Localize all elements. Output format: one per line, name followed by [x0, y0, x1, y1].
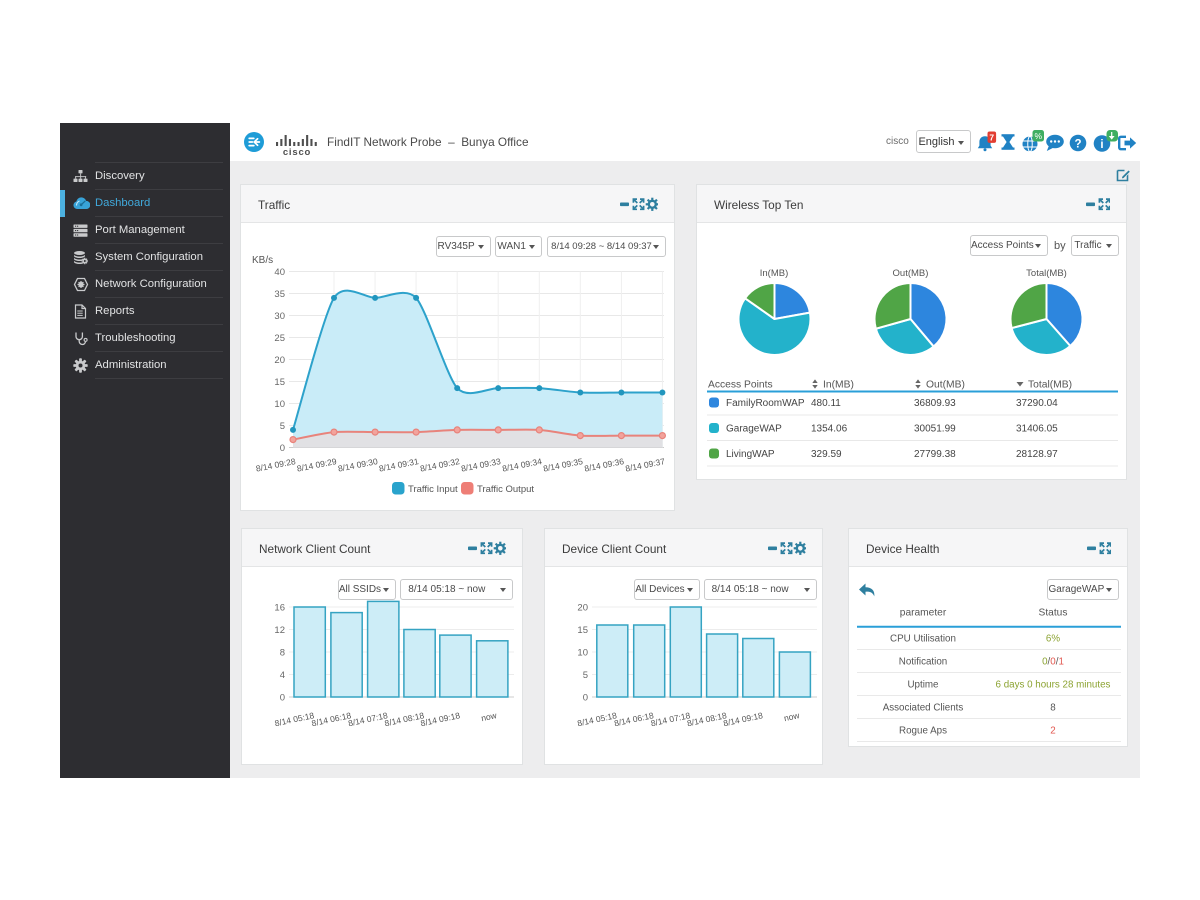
svg-text:25: 25 [274, 333, 285, 344]
svg-text:Out(MB): Out(MB) [926, 380, 965, 391]
svg-text:Traffic Output: Traffic Output [477, 484, 534, 495]
svg-text:8/14 09:18: 8/14 09:18 [722, 710, 764, 728]
svg-text:8/14 06:18: 8/14 06:18 [311, 710, 353, 728]
svg-text:parameter: parameter [900, 608, 947, 619]
svg-text:5: 5 [583, 670, 588, 681]
svg-text:37290.04: 37290.04 [1016, 398, 1058, 409]
svg-text:8: 8 [1050, 703, 1056, 714]
svg-text:Total(MB): Total(MB) [1028, 380, 1072, 391]
svg-text:8: 8 [280, 648, 285, 659]
svg-text:CPU Utilisation: CPU Utilisation [890, 634, 956, 645]
svg-text:16: 16 [274, 603, 285, 614]
svg-text:?: ? [1074, 138, 1081, 150]
svg-text:27799.38: 27799.38 [914, 449, 956, 460]
svg-text:12: 12 [274, 625, 285, 636]
svg-text:8/14 05:18: 8/14 05:18 [274, 710, 316, 728]
svg-text:Status: Status [1039, 608, 1068, 619]
svg-text:8/14 09:18: 8/14 09:18 [420, 710, 462, 728]
svg-text:i: i [1100, 139, 1103, 151]
svg-text:35: 35 [274, 289, 285, 300]
svg-text:30051.99: 30051.99 [914, 424, 956, 435]
svg-text:Access Points: Access Points [708, 380, 773, 391]
svg-text:8/14 09:36: 8/14 09:36 [583, 456, 625, 474]
svg-text:Total(MB): Total(MB) [1026, 268, 1067, 279]
svg-text:480.11: 480.11 [811, 398, 841, 409]
svg-text:Notification: Notification [899, 657, 947, 668]
svg-text:5: 5 [280, 421, 285, 432]
svg-text:FamilyRoomWAP: FamilyRoomWAP [726, 398, 805, 409]
svg-text:8/14 09:34: 8/14 09:34 [501, 456, 543, 474]
svg-text:10: 10 [274, 399, 285, 410]
svg-text:Rogue Aps: Rogue Aps [899, 726, 947, 737]
svg-text:6 days 0 hours 28 minutes: 6 days 0 hours 28 minutes [996, 680, 1111, 691]
svg-text:0: 0 [280, 693, 285, 704]
svg-text:In(MB): In(MB) [760, 268, 789, 279]
svg-text:8/14 09:30: 8/14 09:30 [337, 456, 379, 474]
svg-text:329.59: 329.59 [811, 449, 842, 460]
svg-text:Traffic Input: Traffic Input [408, 484, 458, 495]
svg-text:1354.06: 1354.06 [811, 424, 848, 435]
svg-text:8/14 09:29: 8/14 09:29 [296, 456, 338, 474]
svg-text:0: 0 [280, 443, 285, 454]
svg-text:LivingWAP: LivingWAP [726, 449, 775, 460]
svg-text:8/14 07:18: 8/14 07:18 [650, 710, 692, 728]
svg-text:cisco: cisco [283, 147, 311, 156]
svg-text:0/0/1: 0/0/1 [1042, 657, 1064, 668]
svg-text:15: 15 [274, 377, 285, 388]
svg-text:2: 2 [1050, 726, 1055, 737]
svg-text:40: 40 [274, 267, 285, 278]
svg-text:8/14 06:18: 8/14 06:18 [613, 710, 655, 728]
svg-text:GarageWAP: GarageWAP [726, 424, 782, 435]
svg-text:Associated Clients: Associated Clients [883, 703, 964, 714]
svg-text:31406.05: 31406.05 [1016, 424, 1058, 435]
svg-text:8/14 09:33: 8/14 09:33 [460, 456, 502, 474]
svg-text:Uptime: Uptime [907, 680, 939, 691]
svg-text:%: % [1035, 131, 1043, 141]
svg-text:15: 15 [577, 625, 588, 636]
svg-text:8/14 09:35: 8/14 09:35 [542, 456, 584, 474]
svg-text:0: 0 [583, 693, 588, 704]
svg-text:8/14 09:31: 8/14 09:31 [378, 456, 420, 474]
svg-text:In(MB): In(MB) [823, 380, 854, 391]
svg-text:now: now [783, 710, 801, 723]
svg-text:8/14 09:28: 8/14 09:28 [255, 456, 297, 474]
svg-text:10: 10 [577, 648, 588, 659]
svg-text:8/14 05:18: 8/14 05:18 [576, 710, 618, 728]
svg-text:36809.93: 36809.93 [914, 398, 956, 409]
svg-text:20: 20 [577, 603, 588, 614]
svg-text:6%: 6% [1046, 634, 1060, 645]
svg-text:8/14 09:32: 8/14 09:32 [419, 456, 461, 474]
svg-text:now: now [480, 710, 498, 723]
svg-text:4: 4 [280, 670, 285, 681]
svg-text:28128.97: 28128.97 [1016, 449, 1058, 460]
svg-text:7: 7 [989, 132, 994, 142]
svg-text:20: 20 [274, 355, 285, 366]
svg-text:Out(MB): Out(MB) [893, 268, 929, 279]
svg-text:30: 30 [274, 311, 285, 322]
svg-text:8/14 07:18: 8/14 07:18 [347, 710, 389, 728]
svg-text:8/14 09:37: 8/14 09:37 [624, 456, 666, 474]
